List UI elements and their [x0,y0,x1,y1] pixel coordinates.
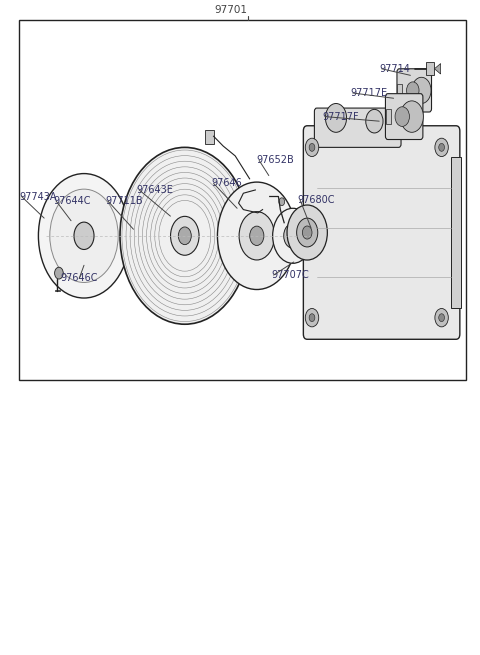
FancyBboxPatch shape [314,108,401,147]
Text: 97644C: 97644C [54,196,91,206]
Circle shape [50,189,118,282]
Circle shape [297,218,318,247]
Circle shape [170,216,199,255]
Circle shape [179,227,191,245]
FancyBboxPatch shape [397,69,432,112]
Circle shape [273,208,313,263]
Circle shape [309,143,315,151]
Polygon shape [434,64,441,74]
Bar [451,157,461,308]
Bar [55,290,60,291]
Text: 97707C: 97707C [271,270,309,280]
Circle shape [302,226,312,239]
Bar [205,130,214,144]
Text: 97646C: 97646C [60,273,98,284]
Circle shape [366,109,383,133]
Circle shape [305,138,319,157]
Circle shape [407,82,419,99]
Circle shape [55,267,63,279]
Circle shape [400,101,423,132]
Text: 97717E: 97717E [350,88,387,98]
Circle shape [309,314,315,322]
Text: 97714: 97714 [379,64,410,74]
Circle shape [435,138,448,157]
Circle shape [279,198,285,206]
Circle shape [439,314,444,322]
Circle shape [38,174,130,298]
Text: 97680C: 97680C [298,195,335,205]
Circle shape [289,231,297,241]
Text: 97701: 97701 [214,5,247,15]
Circle shape [395,107,409,126]
Circle shape [250,226,264,246]
Text: 97646: 97646 [211,178,242,189]
Circle shape [217,182,296,290]
Circle shape [325,103,347,132]
Circle shape [284,223,302,248]
Circle shape [74,222,94,250]
Text: 97717F: 97717F [323,111,359,122]
Circle shape [120,220,144,252]
Text: 97643E: 97643E [137,185,174,195]
Bar [397,84,402,97]
Bar [386,109,391,124]
FancyBboxPatch shape [385,94,423,140]
Circle shape [412,77,431,103]
Circle shape [287,205,327,260]
Circle shape [239,212,275,260]
FancyBboxPatch shape [303,126,460,339]
Circle shape [439,143,444,151]
Text: 97711B: 97711B [106,196,143,206]
Circle shape [305,309,319,327]
Circle shape [435,309,448,327]
Bar [426,62,434,75]
Bar [19,20,466,380]
Text: 97652B: 97652B [257,155,295,166]
Circle shape [127,229,137,243]
Circle shape [120,147,250,324]
Text: 97743A: 97743A [19,191,57,202]
